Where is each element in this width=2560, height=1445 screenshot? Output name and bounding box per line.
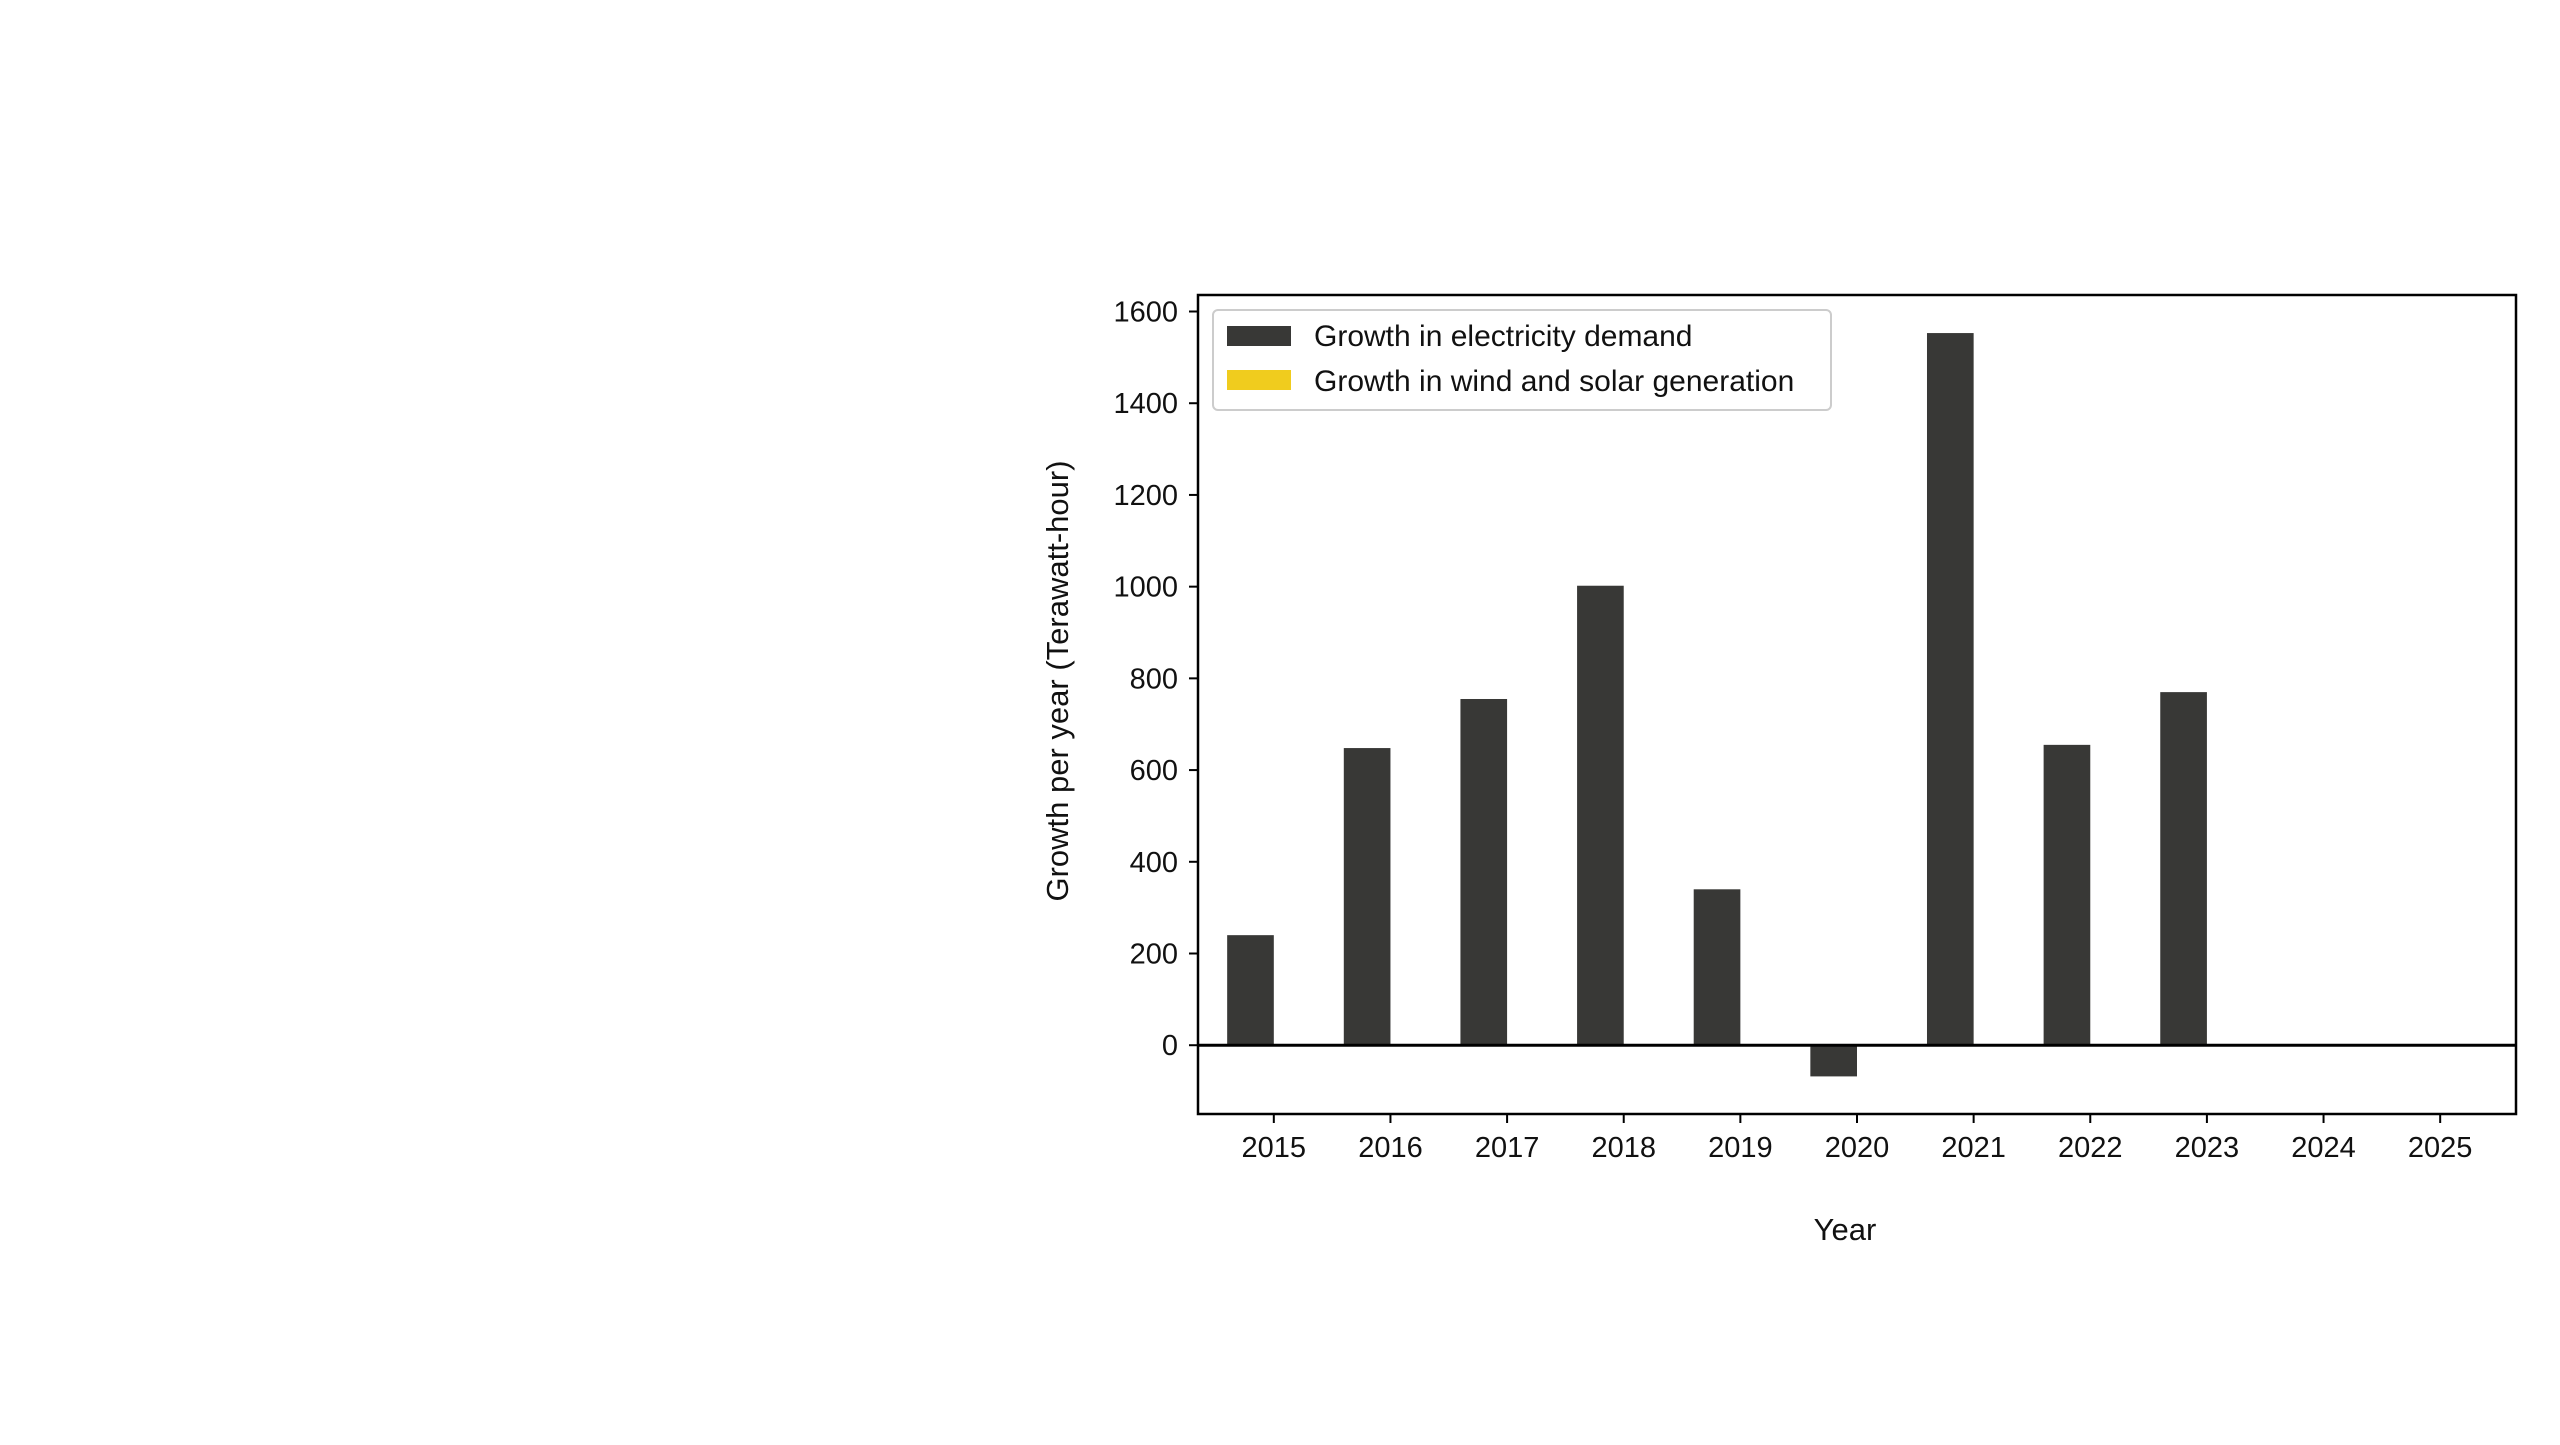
x-tick-label: 2025 [2408, 1132, 2473, 1164]
legend-label-demand: Growth in electricity demand [1314, 320, 1693, 353]
bar-2017 [1460, 698, 1508, 1046]
legend-box [1212, 309, 1832, 411]
x-tick-label: 2015 [1242, 1132, 1307, 1164]
y-tick-label: 200 [1130, 939, 1178, 971]
y-tick-label: 0 [1162, 1030, 1178, 1062]
y-tick-label: 1000 [1113, 572, 1178, 604]
legend-label-wind-solar: Growth in wind and solar generation [1314, 365, 1794, 398]
x-tick-label: 2020 [1825, 1132, 1890, 1164]
bar-2015 [1227, 935, 1274, 1046]
bar-2016 [1343, 748, 1391, 1046]
bar-2021 [1926, 333, 1974, 1046]
x-tick-label: 2024 [2291, 1132, 2356, 1164]
y-tick-label: 1200 [1113, 480, 1178, 512]
bar-2022 [2043, 744, 2091, 1046]
y-tick-label: 600 [1130, 755, 1178, 787]
bar-2018 [1577, 585, 1624, 1046]
x-tick-label: 2023 [2175, 1132, 2240, 1164]
y-tick-label: 1600 [1113, 297, 1178, 329]
x-axis: 2015 2016 2017 2018 2019 2020 2021 2022 2023 2024… [1242, 1114, 2473, 1164]
bar-2019 [1693, 889, 1741, 1046]
legend: Growth in electricity demand Growth in w… [1212, 309, 1832, 411]
legend-swatch-demand [1227, 326, 1291, 346]
x-axis-label: Year [1814, 1212, 1877, 1247]
y-tick-label: 400 [1130, 847, 1178, 879]
x-tick-label: 2021 [1941, 1132, 2006, 1164]
bar-2020 [1810, 1045, 1857, 1077]
y-tick-label: 800 [1130, 663, 1178, 695]
plot-frame [1196, 293, 2518, 1116]
bars-group [1227, 333, 2207, 1077]
y-axis-label: Growth per year (Terawatt-hour) [1040, 460, 1075, 901]
x-tick-label: 2016 [1358, 1132, 1423, 1164]
x-tick-label: 2019 [1708, 1132, 1773, 1164]
bar-2023 [2160, 692, 2207, 1046]
x-tick-label: 2022 [2058, 1132, 2123, 1164]
y-tick-label: 1400 [1113, 388, 1178, 420]
x-tick-label: 2018 [1591, 1132, 1656, 1164]
y-axis: 0 200 400 600 800 1000 1200 1400 1600 [1113, 297, 1198, 1062]
x-tick-label: 2017 [1475, 1132, 1540, 1164]
legend-swatch-wind-solar [1227, 370, 1291, 390]
